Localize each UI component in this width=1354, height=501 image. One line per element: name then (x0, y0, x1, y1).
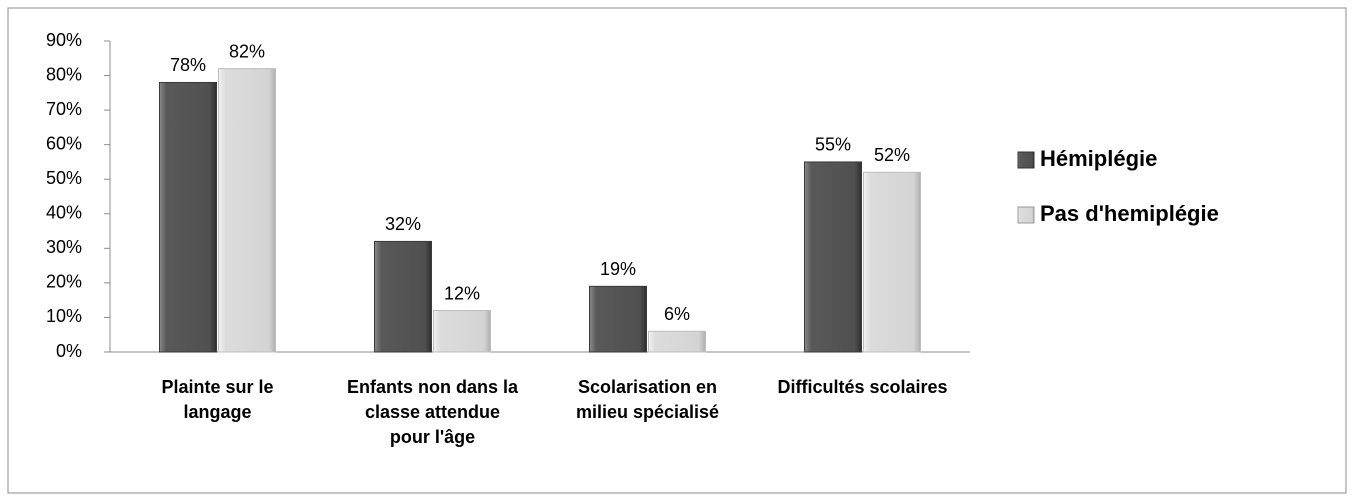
x-tick-label: Difficultés scolaires (777, 377, 948, 397)
bar (863, 171, 921, 353)
legend-label: Hémiplégie (1040, 146, 1157, 171)
data-label: 12% (444, 283, 480, 303)
y-tick-label: 90% (46, 30, 82, 50)
bar (374, 240, 432, 353)
data-label: 82% (229, 41, 265, 61)
data-label: 19% (600, 259, 636, 279)
data-label: 55% (815, 135, 851, 155)
y-tick-label: 50% (46, 168, 82, 188)
legend-swatch (1017, 151, 1035, 169)
y-tick-label: 80% (46, 64, 82, 84)
y-tick-label: 60% (46, 133, 82, 153)
data-label: 52% (874, 145, 910, 165)
bar (159, 81, 217, 353)
y-tick-label: 70% (46, 99, 82, 119)
y-tick-label: 30% (46, 237, 82, 257)
x-tick-label: Enfants non dans la classe attendue pour… (346, 377, 519, 447)
bar (804, 161, 862, 353)
y-tick-label: 10% (46, 306, 82, 326)
y-tick-label: 40% (46, 203, 82, 223)
bar (218, 68, 276, 353)
y-tick-label: 20% (46, 272, 82, 292)
x-tick-label: Plainte sur le langage (161, 377, 274, 422)
data-label: 78% (170, 55, 206, 75)
bar (589, 285, 647, 353)
data-label: 32% (385, 214, 421, 234)
bar (648, 330, 706, 353)
legend-label: Pas d'hemiplégie (1040, 201, 1219, 226)
y-tick-label: 0% (56, 341, 82, 361)
data-label: 6% (664, 304, 690, 324)
bar (433, 310, 491, 353)
legend-swatch (1017, 206, 1035, 224)
x-tick-label: Scolarisation en milieu spécialisé (575, 377, 720, 422)
